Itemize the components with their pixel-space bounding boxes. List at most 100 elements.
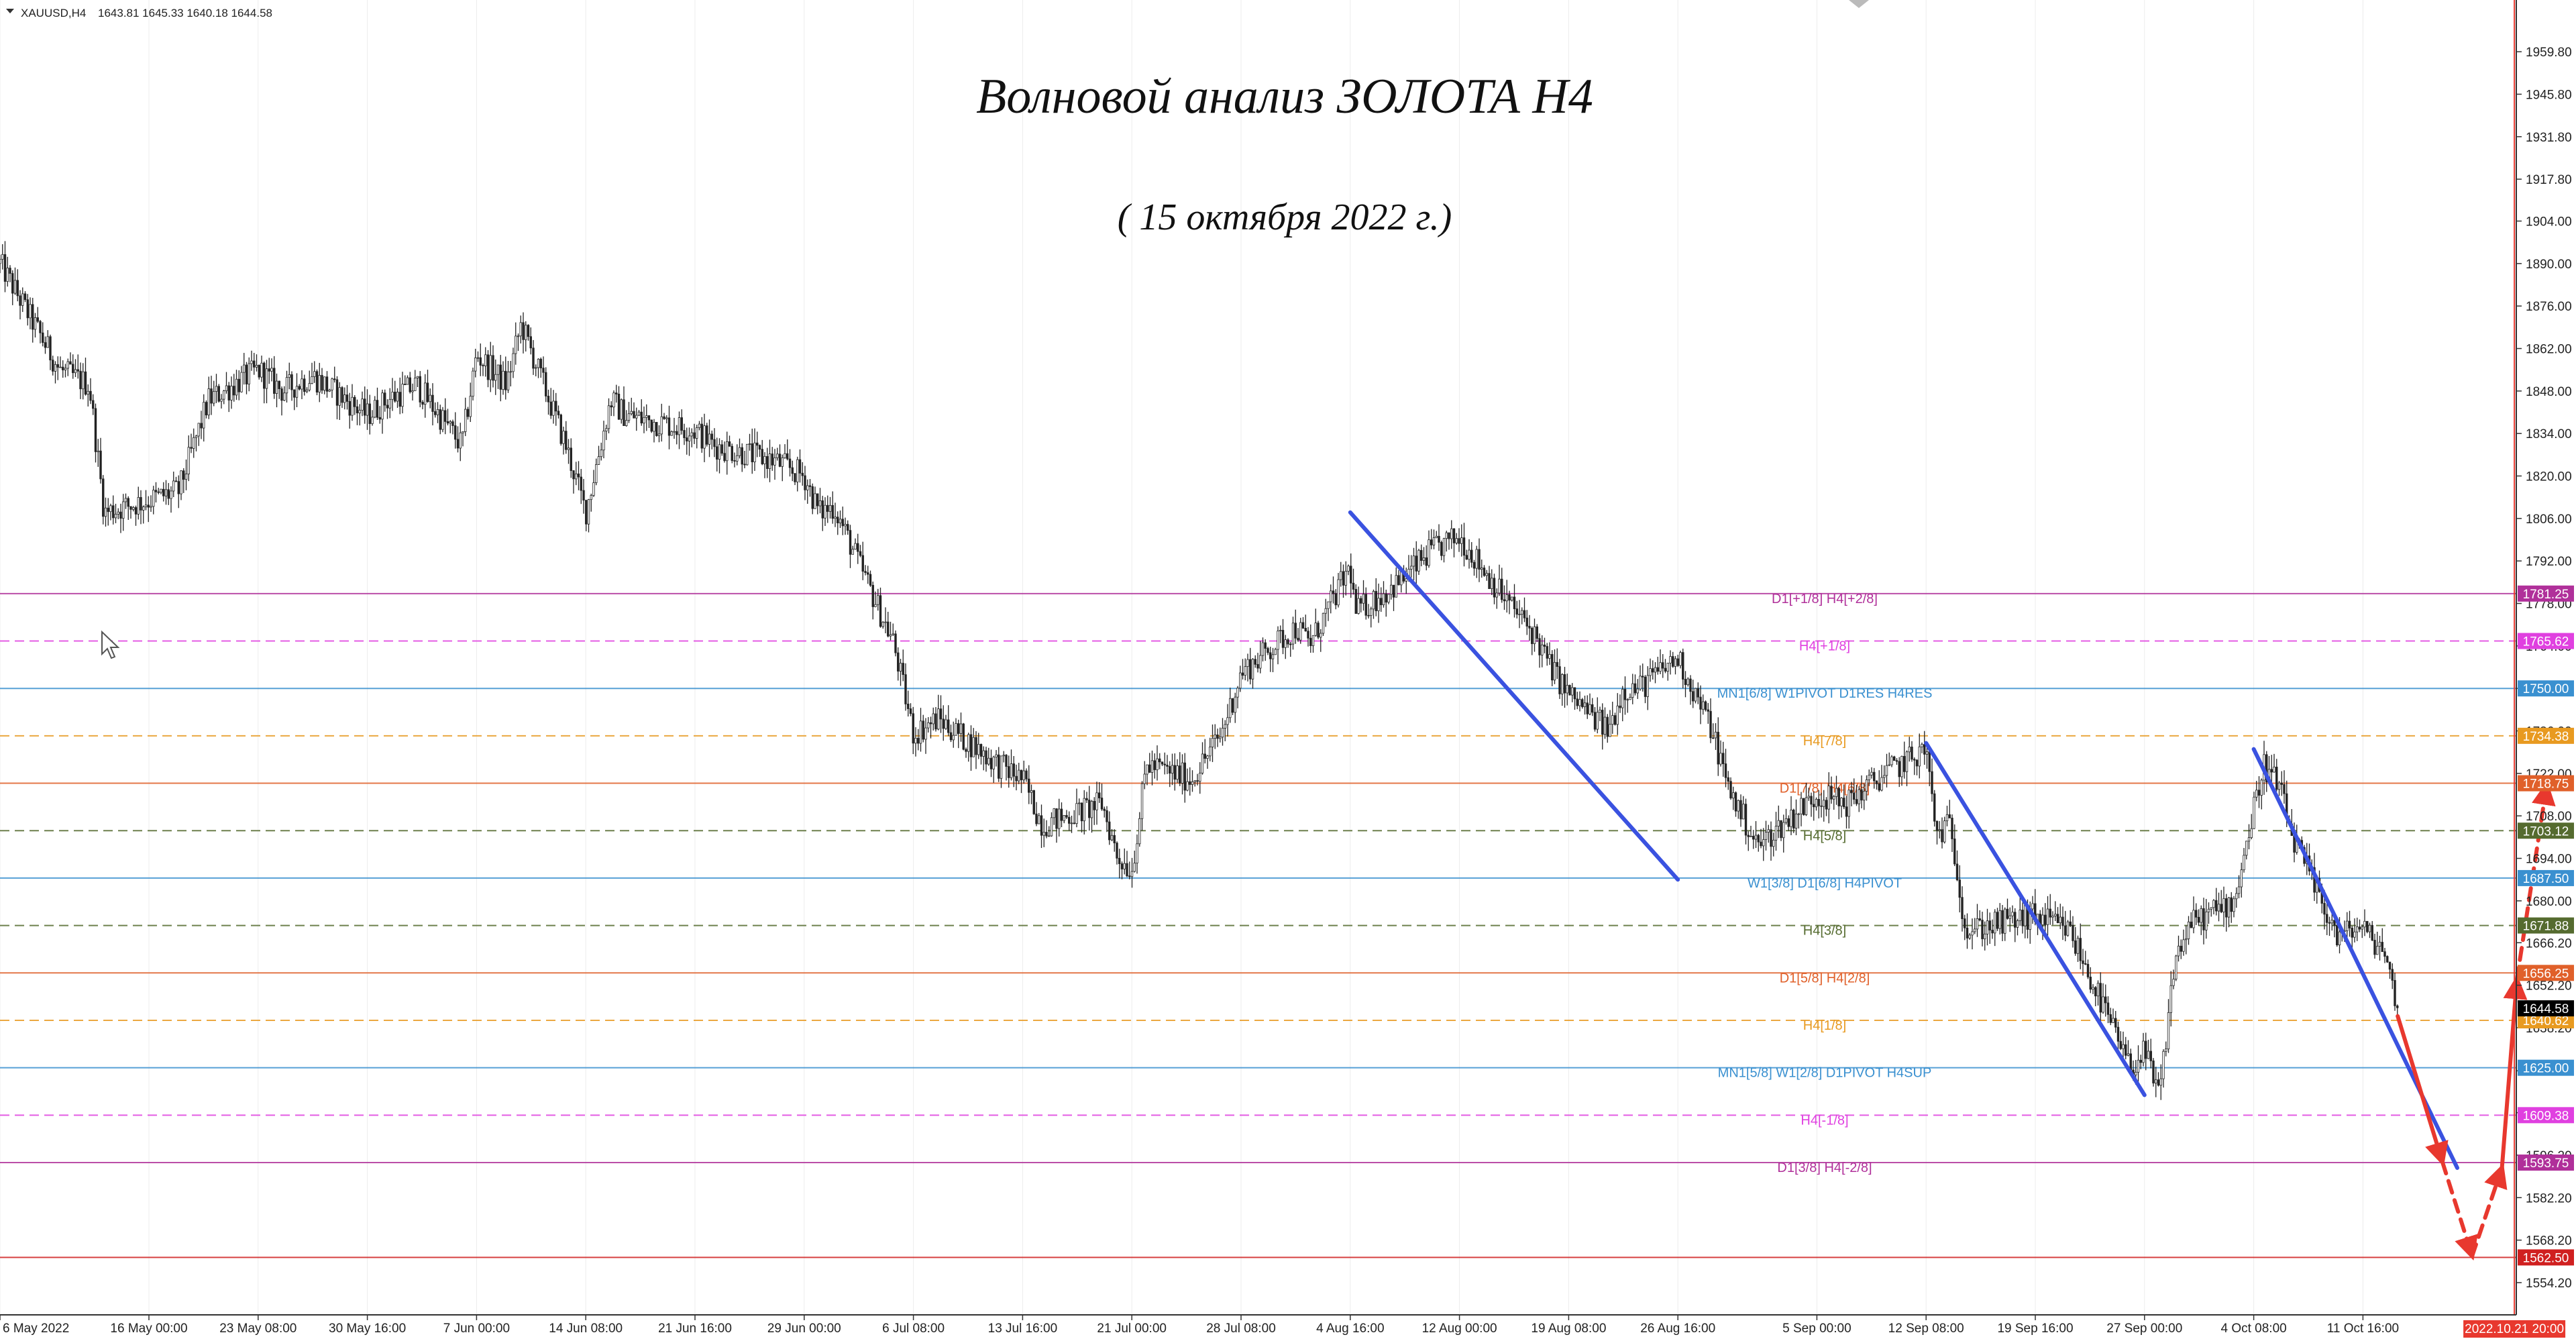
candle-body [69, 361, 72, 365]
candle-body [356, 406, 359, 414]
candle-body [517, 335, 520, 337]
candle-body [79, 370, 82, 390]
candle-body [1976, 918, 1979, 930]
candle-body [2072, 924, 2074, 941]
forecast-arrow[interactable] [2440, 1159, 2478, 1261]
candle-body [492, 355, 494, 381]
candle-body [1923, 744, 1926, 755]
candle-body [2356, 926, 2359, 932]
wave-trend-line[interactable] [1924, 741, 2147, 1097]
candle-body [429, 394, 431, 403]
candle-body [446, 421, 449, 424]
candle-body [738, 447, 741, 456]
price-tag-label: 1687.50 [2523, 872, 2569, 886]
candle-body [92, 400, 95, 409]
forecast-arrow[interactable] [2514, 780, 2556, 982]
candle-body [1777, 820, 1780, 827]
candle-body [1855, 799, 1858, 804]
candle-body [36, 317, 39, 322]
candle-body [1022, 770, 1025, 780]
mouse-cursor-icon [101, 630, 120, 659]
candle-body [776, 453, 779, 458]
candle-body [1830, 786, 1833, 800]
candle-body [1905, 751, 1909, 772]
candle-body [1629, 697, 1631, 700]
candle-body [837, 517, 839, 523]
forecast-arrow[interactable] [2396, 1014, 2449, 1167]
candle-body [2366, 920, 2369, 932]
candle-body [1083, 798, 1085, 822]
candle-body [899, 663, 902, 672]
candle-body [1415, 555, 1417, 572]
candle-body [2014, 912, 2017, 928]
candle-body [371, 417, 374, 424]
candle-body [1883, 775, 1886, 778]
candle-body [1599, 710, 1601, 713]
candle-body [977, 744, 980, 755]
candle-body [409, 377, 411, 392]
candle-body [2157, 1079, 2160, 1086]
candle-body [293, 389, 296, 398]
candle-body [660, 416, 663, 435]
candle-body [2363, 920, 2366, 928]
candle-body [44, 342, 47, 348]
candle-body [1138, 818, 1141, 845]
candle-body [1417, 549, 1420, 572]
dropdown-triangle-icon[interactable] [6, 9, 14, 13]
candle-body [1692, 691, 1695, 702]
candle-body [600, 449, 602, 458]
candle-body [1807, 796, 1810, 798]
candle-body [464, 409, 467, 432]
candle-body [1169, 766, 1171, 774]
time-tick-label: 14 Jun 08:00 [549, 1322, 623, 1336]
candle-body [1659, 662, 1662, 672]
candle-body [2195, 910, 2198, 918]
price-tag-label: 1765.62 [2523, 635, 2569, 649]
candle-body [290, 374, 293, 390]
candle-body [1491, 578, 1493, 589]
candle-body [1503, 599, 1506, 602]
price-tag [2518, 917, 2574, 934]
candle-body [1893, 756, 1896, 761]
candle-body [1244, 666, 1246, 676]
candle-body [1803, 798, 1805, 815]
candle-body [1636, 688, 1639, 694]
candle-body [718, 444, 721, 460]
forecast-arrow[interactable] [2470, 1163, 2508, 1258]
candle-body [1098, 792, 1101, 798]
candle-body [1501, 578, 1503, 600]
candle-body [132, 507, 135, 510]
scroll-marker-icon[interactable] [1849, 0, 1869, 8]
candle-body [1206, 755, 1209, 759]
candle-body [1853, 792, 1856, 800]
candle-body [1271, 654, 1275, 659]
candle-body [1297, 637, 1299, 641]
candle-body [716, 446, 718, 460]
candle-body [1978, 918, 1981, 921]
candle-body [831, 504, 834, 519]
candle-body [2210, 907, 2212, 910]
price-tag-label: 1734.38 [2523, 730, 2569, 744]
candle-body [2139, 1059, 2142, 1063]
candle-body [1442, 538, 1446, 556]
candle-body [982, 750, 985, 757]
candle-body [532, 347, 535, 369]
candle-body [87, 390, 89, 395]
candle-body [1689, 678, 1692, 692]
candle-body [595, 464, 598, 483]
candle-body [2396, 1005, 2399, 1008]
candle-body [305, 389, 309, 392]
candle-body [1330, 590, 1332, 602]
price-tag-label: 1656.25 [2523, 967, 2569, 981]
candle-body [1224, 724, 1226, 729]
candle-body [587, 499, 590, 525]
candle-body [1042, 832, 1045, 836]
candle-body [1837, 788, 1840, 806]
candle-body [2361, 926, 2363, 930]
wave-trend-line[interactable] [1348, 510, 1680, 882]
candle-body [892, 633, 894, 635]
candle-body [2245, 841, 2248, 856]
candle-body [1108, 821, 1111, 841]
candle-body [1068, 816, 1071, 824]
candle-body [919, 720, 922, 744]
